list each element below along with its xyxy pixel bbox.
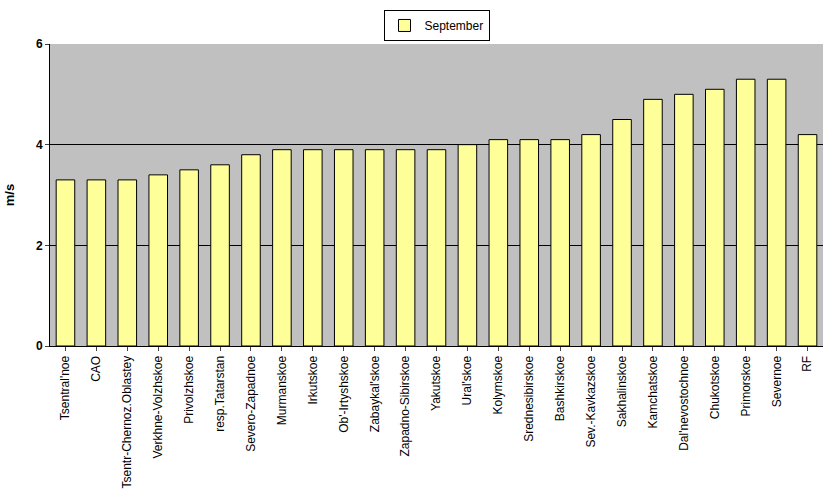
svg-text:Dal'nevostochnoe: Dal'nevostochnoe bbox=[677, 355, 691, 450]
svg-text:Kamchatskoe: Kamchatskoe bbox=[646, 355, 660, 428]
svg-text:September: September bbox=[425, 19, 484, 33]
svg-text:Ob'-Irtyshskoe: Ob'-Irtyshskoe bbox=[337, 355, 351, 432]
svg-text:Zabaykal'skoe: Zabaykal'skoe bbox=[368, 355, 382, 432]
svg-text:Yakutskoe: Yakutskoe bbox=[429, 355, 443, 410]
svg-text:m/s: m/s bbox=[2, 184, 17, 206]
svg-text:Sakhalinskoe: Sakhalinskoe bbox=[615, 355, 629, 427]
svg-text:2: 2 bbox=[36, 239, 43, 253]
svg-text:Srednesibirskoe: Srednesibirskoe bbox=[522, 355, 536, 441]
svg-text:RF: RF bbox=[800, 356, 814, 372]
svg-text:Verkhne-Volzhskoe: Verkhne-Volzhskoe bbox=[151, 355, 165, 458]
svg-text:Ural'skoe: Ural'skoe bbox=[460, 355, 474, 405]
svg-text:0: 0 bbox=[36, 339, 43, 353]
svg-text:Primorskoe: Primorskoe bbox=[739, 355, 753, 416]
svg-text:Zapadno-Sibirskoe: Zapadno-Sibirskoe bbox=[398, 355, 412, 456]
svg-text:Sev.-Kavkazskoe: Sev.-Kavkazskoe bbox=[584, 355, 598, 447]
svg-text:Severnoe: Severnoe bbox=[770, 355, 784, 407]
svg-text:Irkutskoe: Irkutskoe bbox=[306, 355, 320, 404]
svg-text:4: 4 bbox=[36, 138, 43, 152]
svg-text:Privolzhskoe: Privolzhskoe bbox=[182, 355, 196, 423]
svg-text:6: 6 bbox=[36, 37, 43, 51]
svg-text:CAO: CAO bbox=[89, 356, 103, 382]
svg-text:Kolymskoe: Kolymskoe bbox=[491, 355, 505, 414]
svg-text:Bashkirskoe: Bashkirskoe bbox=[553, 355, 567, 421]
svg-text:Tsentr-Chernoz.Oblastey: Tsentr-Chernoz.Oblastey bbox=[120, 356, 134, 489]
svg-text:Chukotskoe: Chukotskoe bbox=[708, 355, 722, 419]
svg-text:resp.Tatarstan: resp.Tatarstan bbox=[213, 356, 227, 432]
svg-text:Tsentral'noe: Tsentral'noe bbox=[58, 355, 72, 420]
svg-text:Severo-Zapadnoe: Severo-Zapadnoe bbox=[244, 355, 258, 451]
svg-text:Murmanskoe: Murmanskoe bbox=[275, 355, 289, 425]
